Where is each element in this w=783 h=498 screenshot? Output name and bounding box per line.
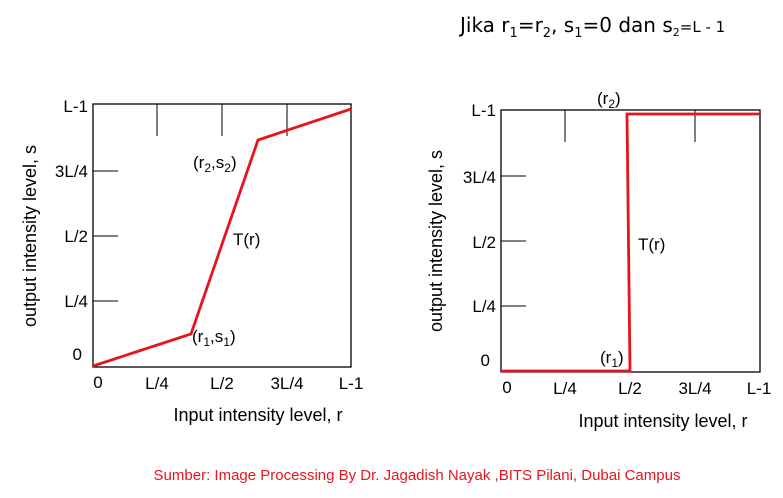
heading-s1-subscript: 1 [574, 26, 582, 41]
left-x-tick-label: L-1 [339, 374, 364, 393]
left-x-tick-label: 0 [93, 373, 102, 392]
left-y-tick-label: 0 [73, 345, 82, 364]
right-chart: L-1 3L/4 L/2 L/4 0 0 L/4 L/2 3L/4 L-1 In… [426, 89, 771, 431]
left-transform-curve [92, 107, 352, 368]
right-x-axis-title: Input intensity level, r [578, 411, 747, 431]
right-y-tick-label: 0 [481, 351, 490, 370]
heading-sep: , s [551, 13, 574, 37]
left-y-tick-label: L/4 [64, 292, 88, 311]
right-x-tick-label: 0 [502, 378, 511, 397]
left-y-axis-title: output intensity level, s [20, 145, 40, 327]
left-y-tick-label: L-1 [63, 97, 88, 116]
right-x-tick-label: L/2 [618, 379, 642, 398]
right-x-tick-label: L-1 [747, 379, 772, 398]
right-y-tick-label: 3L/4 [463, 168, 496, 187]
source-note: Sumber: Image Processing By Dr. Jagadish… [154, 467, 681, 484]
heading-mid: =0 dan s [583, 13, 673, 37]
left-r2s2-label: (r2,s2) [193, 153, 237, 175]
left-chart: L-1 3L/4 L/2 L/4 0 0 L/4 L/2 3L/4 L-1 In… [20, 97, 363, 425]
left-curve-label: T(r) [233, 230, 260, 249]
heading-tail: =L - 1 [680, 18, 725, 36]
right-y-tick-label: L/2 [472, 233, 496, 252]
right-y-tick-label: L/4 [472, 297, 496, 316]
right-x-tick-label: 3L/4 [678, 379, 711, 398]
left-x-tick-label: L/2 [210, 374, 234, 393]
heading-eq1: =r [518, 13, 544, 37]
heading-r2-subscript: 2 [543, 26, 551, 41]
right-r2-label: (r2) [597, 89, 621, 111]
left-x-axis-title: Input intensity level, r [173, 405, 342, 425]
right-threshold-curve [501, 112, 760, 373]
heading-s2-subscript: 2 [673, 26, 680, 39]
heading-r1-subscript: 1 [510, 26, 518, 41]
right-y-tick-label: L-1 [471, 101, 496, 120]
right-x-tick-label: L/4 [553, 379, 577, 398]
slide-heading: Jika r1=r2, s1=0 dan s2=L - 1 [458, 13, 725, 41]
left-x-tick-label: 3L/4 [270, 374, 303, 393]
left-r1s1-label: (r1,s1) [192, 327, 236, 349]
right-y-axis-title: output intensity level, s [426, 150, 446, 332]
left-y-tick-label: 3L/4 [55, 162, 88, 181]
right-curve-label: T(r) [638, 235, 665, 254]
heading-prefix: Jika r [458, 13, 510, 37]
left-y-tick-label: L/2 [64, 227, 88, 246]
right-r1-label: (r1) [600, 348, 624, 370]
left-x-tick-label: L/4 [145, 374, 169, 393]
